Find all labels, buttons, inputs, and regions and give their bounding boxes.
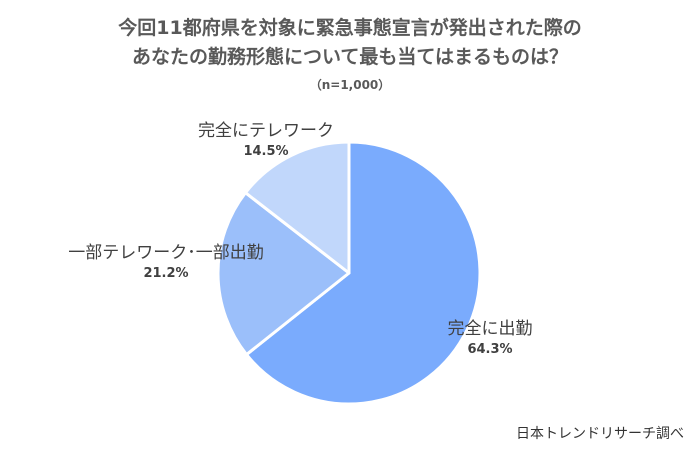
- slice-name-full-remote: 完全にテレワーク: [198, 121, 334, 141]
- pie-slice-full-remote: [243, 140, 351, 275]
- chart-subtitle: （n=1,000）: [309, 78, 391, 92]
- slice-value-partial-remote: 21.2%: [143, 266, 189, 281]
- chart-title: 今回11都府県を対象に緊急事態宣言が発出された際の あなたの勤務形態について最も…: [0, 14, 700, 72]
- pie-slice-partial-remote: [216, 191, 351, 357]
- slice-label-partial-remote: 一部テレワーク･一部出勤 21.2%: [66, 242, 266, 284]
- slice-name-full-office: 完全に出勤: [447, 319, 533, 339]
- pie-slice-full-office: [245, 140, 482, 406]
- chart-title-line-1: 今回11都府県を対象に緊急事態宣言が発出された際の: [118, 17, 582, 39]
- slice-label-full-remote: 完全にテレワーク 14.5%: [186, 120, 346, 162]
- slice-label-full-office: 完全に出勤 64.3%: [430, 318, 550, 360]
- slice-value-full-office: 64.3%: [467, 342, 513, 357]
- chart-title-line-2: あなたの勤務形態について最も当てはまるものは？: [131, 46, 569, 68]
- source-note: 日本トレンドリサーチ調べ: [516, 426, 684, 442]
- slice-name-partial-remote: 一部テレワーク･一部出勤: [68, 243, 264, 263]
- slice-value-full-remote: 14.5%: [243, 144, 289, 159]
